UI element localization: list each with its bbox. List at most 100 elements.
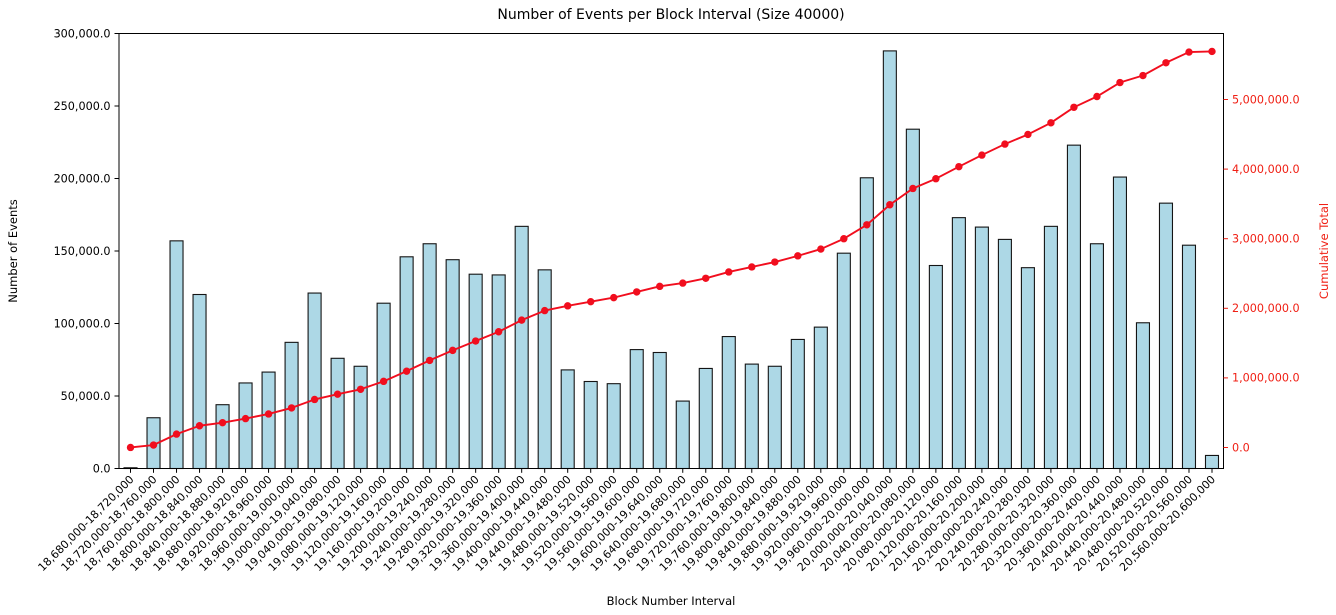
bar [629,349,644,470]
bar [537,269,552,470]
cumulative-point [725,268,733,276]
bar [928,264,943,470]
right-axis-title: Cumulative Total [1317,202,1331,300]
bar [1112,176,1127,470]
cumulative-point [241,414,250,423]
cumulative-point [425,356,434,365]
left-tick-label: 250,000.0 [54,100,111,113]
bar [836,252,851,470]
bar [997,238,1012,470]
cumulative-point [149,441,158,449]
cumulative-point [172,430,181,438]
left-tick-label: 150,000.0 [54,245,111,258]
bar [422,243,437,470]
cumulative-point [817,245,825,253]
cumulative-point [771,258,779,266]
left-axis-title: Number of Events [6,199,20,303]
left-tick-label: 300,000.0 [54,27,111,40]
left-tick-label: 100,000.0 [54,317,111,330]
cumulative-point [955,162,963,171]
bar [1158,202,1174,470]
bar [652,351,667,470]
bar [813,326,828,470]
bar [353,365,368,470]
cumulative-point [863,221,871,229]
right-tick-label: 1,000,000.0 [1232,372,1300,385]
bar [1181,244,1197,470]
cumulative-point [1208,47,1216,56]
cumulative-point [333,390,342,398]
cumulative-point [126,443,135,452]
cumulative-point [1093,92,1101,101]
cumulative-point [1116,78,1124,87]
bar [721,335,736,470]
cumulative-point [978,151,986,159]
cumulative-point [1024,130,1032,139]
cumulative-line [129,50,1213,449]
cumulative-point [195,422,204,430]
bar [1066,144,1081,470]
right-tick-label: 3,000,000.0 [1232,233,1300,246]
bar [491,274,506,470]
cumulative-point [1185,48,1193,56]
cumulative-point [587,297,595,306]
right-tick-label: 2,000,000.0 [1232,302,1300,315]
bar [1020,267,1035,470]
bar [790,338,805,470]
bar [1043,225,1058,470]
cumulative-point [356,385,365,393]
bar [1204,454,1220,470]
bar [882,50,897,470]
cumulative-point [1047,119,1055,127]
bar [238,382,253,470]
right-tick-label: 0.0 [1232,441,1250,454]
bar [583,380,598,470]
bar [744,363,759,470]
right-tick-label: 4,000,000.0 [1232,163,1300,176]
cumulative-point [1070,103,1078,112]
cumulative-point [633,288,641,296]
bar [675,400,690,470]
bar [767,365,782,470]
cumulative-point [264,410,273,418]
bar [468,273,483,470]
cumulative-point [448,346,457,355]
bar [905,128,920,470]
bar [606,383,621,470]
cumulative-point [794,252,802,260]
cumulative-point [886,201,894,209]
bar [399,256,414,470]
cumulative-point [656,282,664,291]
cumulative-point [218,418,227,427]
bar [261,371,276,470]
cumulative-point [402,367,411,375]
cumulative-point [517,316,526,324]
cumulative-point [909,184,917,193]
cumulative-point [564,302,572,310]
cumulative-point [1139,71,1147,80]
left-tick-label: 0.0 [93,462,111,475]
bar [330,357,345,470]
bar [514,225,529,470]
bar [1135,322,1151,470]
bar [1089,243,1104,470]
cumulative-point [494,328,503,336]
bar [560,369,575,470]
left-tick-label: 200,000.0 [54,172,111,185]
bar [698,367,713,470]
cumulative-point [287,404,296,412]
bar [951,217,966,470]
bar [445,259,460,470]
cumulative-point [471,337,480,345]
cumulative-point [840,235,848,243]
cumulative-point [540,306,549,315]
cumulative-point [310,395,319,404]
right-tick-label: 5,000,000.0 [1232,93,1300,106]
cumulative-point [679,279,687,287]
cumulative-point [702,274,710,282]
x-axis-title: Block Number Interval [606,594,736,608]
chart-title: Number of Events per Block Interval (Siz… [497,7,845,23]
cumulative-point [610,293,618,302]
